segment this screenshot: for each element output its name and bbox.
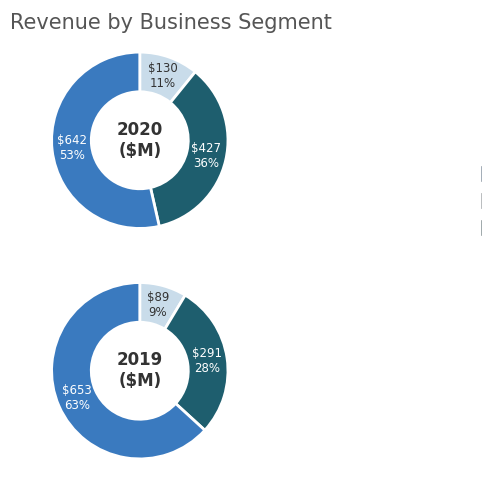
- Text: Revenue by Business Segment: Revenue by Business Segment: [10, 13, 332, 33]
- Text: 2020
($M): 2020 ($M): [117, 121, 163, 160]
- Wedge shape: [150, 72, 228, 226]
- Text: $642
53%: $642 53%: [57, 134, 87, 162]
- Wedge shape: [52, 283, 205, 459]
- Text: $653
63%: $653 63%: [62, 384, 92, 412]
- Wedge shape: [140, 283, 185, 329]
- Wedge shape: [140, 52, 195, 103]
- Text: $427
36%: $427 36%: [191, 142, 221, 170]
- Legend: Private Client, Asset Management, Capital Markets: Private Client, Asset Management, Capita…: [474, 159, 482, 241]
- Wedge shape: [52, 52, 159, 228]
- Text: $130
11%: $130 11%: [148, 62, 177, 90]
- Wedge shape: [165, 295, 228, 430]
- Text: $89
9%: $89 9%: [147, 291, 169, 319]
- Text: 2019
($M): 2019 ($M): [117, 351, 163, 390]
- Text: $291
28%: $291 28%: [192, 347, 222, 375]
